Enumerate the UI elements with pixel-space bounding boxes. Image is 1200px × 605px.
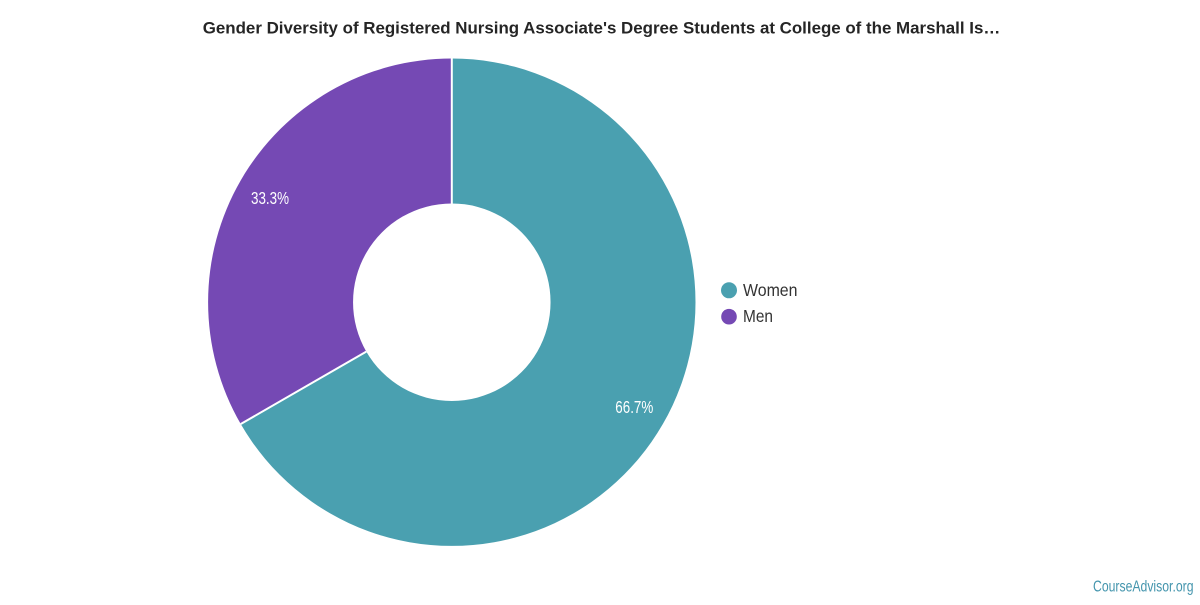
svg-text:CourseAdvisor.org: CourseAdvisor.org [1093,578,1194,595]
svg-text:66.7%: 66.7% [615,397,653,417]
svg-text:Women: Women [743,280,798,300]
svg-text:Men: Men [743,306,773,326]
svg-text:Gender Diversity of Registered: Gender Diversity of Registered Nursing A… [203,19,1000,38]
svg-text:33.3%: 33.3% [251,188,289,208]
